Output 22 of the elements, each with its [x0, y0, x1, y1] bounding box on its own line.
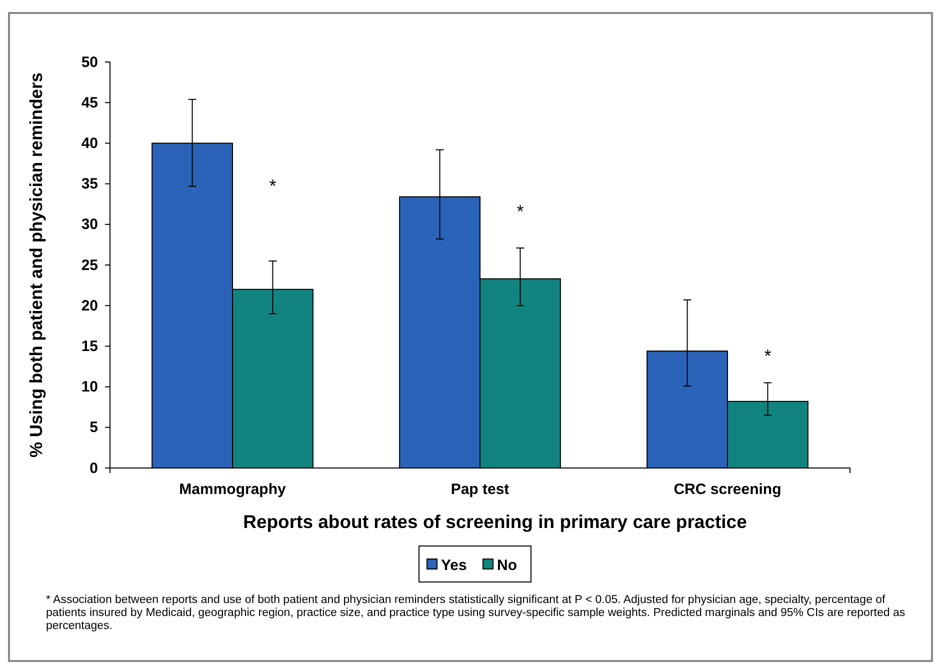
y-axis-title: % Using both patient and physician reminders — [26, 72, 46, 458]
y-tick-label: 20 — [81, 297, 98, 314]
annotation: * — [764, 346, 772, 366]
x-tick-label: Pap test — [450, 481, 510, 498]
legend-label: No — [497, 557, 517, 574]
y-tick-label: 50 — [81, 54, 98, 71]
y-tick-label: 35 — [81, 176, 98, 193]
x-tick-label: CRC screening — [674, 481, 782, 498]
y-tick-label: 25 — [81, 256, 98, 274]
y-tick-label: 30 — [81, 216, 98, 234]
text: * Association between reports and use of both patient and physician reminders statistically significant at P < 0.05. Adjusted for physician age, specialty, percentage of patients insured by Medicaid, geographic region, practice size, and practice type using survey-specific sample weights. Predicted marginals and 95% CIs are reported as percentages. — [46, 594, 906, 633]
annotation: * — [269, 176, 276, 196]
y-tick-label: 10 — [81, 378, 98, 396]
y-tick-label: 5 — [90, 419, 98, 436]
y-tick-label: 40 — [81, 135, 98, 152]
x-tick-label: Mammography — [179, 481, 287, 498]
y-tick-label: 15 — [81, 338, 98, 355]
legend-label: Yes — [441, 557, 467, 574]
y-tick-label: 45 — [81, 94, 98, 112]
y-tick-label: 0 — [90, 460, 98, 477]
annotation: * — [516, 201, 524, 222]
x-axis-title: Reports about rates of screening in primary care practice — [243, 511, 747, 532]
